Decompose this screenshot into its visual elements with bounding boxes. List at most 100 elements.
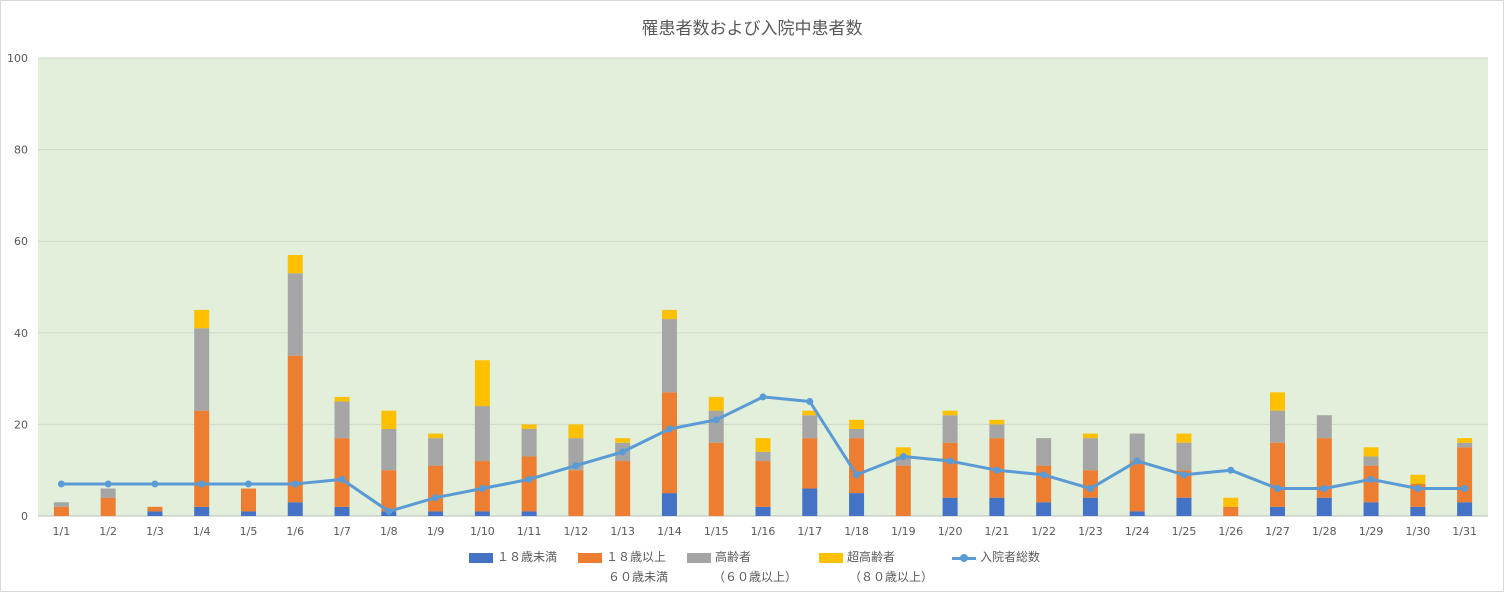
line-point-hospitalized bbox=[244, 480, 252, 488]
line-point-hospitalized bbox=[946, 457, 954, 465]
x-tick-label: 1/2 bbox=[99, 525, 117, 538]
bar-segment-series-2 bbox=[1223, 506, 1239, 516]
bar-segment-series-1 bbox=[755, 506, 771, 516]
bar-segment-series-1 bbox=[194, 506, 210, 516]
x-tick-label: 1/26 bbox=[1218, 525, 1243, 538]
line-point-hospitalized bbox=[1180, 471, 1188, 479]
bar-segment-series-3 bbox=[849, 428, 865, 439]
x-tick-label: 1/4 bbox=[193, 525, 211, 538]
bar-segment-series-3 bbox=[381, 428, 397, 471]
x-tick-label: 1/23 bbox=[1078, 525, 1103, 538]
bar-segment-series-1 bbox=[802, 488, 818, 516]
bar-segment-series-2 bbox=[334, 438, 350, 507]
bar-segment-series-2 bbox=[521, 456, 537, 512]
bar-segment-series-2 bbox=[708, 442, 724, 516]
line-point-hospitalized bbox=[151, 480, 159, 488]
bar-segment-series-3 bbox=[287, 273, 303, 356]
bar-segment-series-2 bbox=[615, 461, 631, 516]
x-tick-label: 1/20 bbox=[938, 525, 963, 538]
bar-segment-series-3 bbox=[334, 401, 350, 439]
bar-segment-series-4 bbox=[1082, 433, 1098, 439]
line-point-hospitalized bbox=[899, 452, 907, 460]
bar-segment-series-1 bbox=[661, 493, 677, 516]
x-tick-label: 1/25 bbox=[1172, 525, 1197, 538]
bar-segment-series-2 bbox=[802, 438, 818, 489]
bar-segment-series-3 bbox=[708, 410, 724, 443]
bar-segment-series-2 bbox=[849, 438, 865, 494]
line-point-hospitalized bbox=[525, 475, 533, 483]
y-tick-label: 0 bbox=[21, 510, 28, 523]
bar-segment-series-1 bbox=[989, 497, 1005, 516]
line-point-hospitalized bbox=[198, 480, 206, 488]
line-point-hospitalized bbox=[338, 475, 346, 483]
x-tick-label: 1/22 bbox=[1031, 525, 1056, 538]
legend-swatch-elderly bbox=[687, 552, 711, 563]
legend-item-elderly: 高齢者 （６０歳以上） bbox=[687, 548, 797, 584]
x-tick-label: 1/7 bbox=[333, 525, 351, 538]
line-point-hospitalized bbox=[385, 507, 393, 515]
x-tick-label: 1/9 bbox=[427, 525, 445, 538]
bar-segment-series-4 bbox=[802, 410, 818, 416]
bar-segment-series-3 bbox=[53, 502, 69, 507]
bar-segment-series-4 bbox=[381, 410, 397, 429]
legend-sublabel-super-elderly: （８０歳以上） bbox=[849, 570, 934, 584]
bar-segment-series-2 bbox=[895, 465, 911, 516]
bar-segment-series-2 bbox=[568, 470, 584, 516]
x-tick-label: 1/29 bbox=[1359, 525, 1384, 538]
line-point-hospitalized bbox=[478, 485, 486, 493]
line-point-hospitalized bbox=[104, 480, 112, 488]
bar-segment-series-3 bbox=[942, 415, 958, 443]
bar-segment-series-4 bbox=[194, 309, 210, 329]
bar-segment-series-1 bbox=[147, 511, 163, 516]
line-point-hospitalized bbox=[853, 471, 861, 479]
x-tick-label: 1/5 bbox=[240, 525, 258, 538]
legend-item-18to60: １８歳以上 ６０歳未満 bbox=[578, 548, 668, 584]
x-tick-label: 1/14 bbox=[657, 525, 682, 538]
bar-segment-series-2 bbox=[1316, 438, 1332, 498]
x-tick-label: 1/31 bbox=[1452, 525, 1477, 538]
bar-segment-series-1 bbox=[942, 497, 958, 516]
bar-segment-series-3 bbox=[1176, 442, 1192, 471]
bar-segment-series-4 bbox=[1363, 447, 1379, 457]
legend-sublabel-elderly: （６０歳以上） bbox=[713, 570, 798, 584]
bar-segment-series-2 bbox=[1457, 447, 1473, 503]
bar-segment-series-1 bbox=[1036, 502, 1052, 516]
bar-segment-series-4 bbox=[989, 419, 1005, 425]
bar-segment-series-3 bbox=[1129, 433, 1145, 462]
bar-segment-series-2 bbox=[755, 461, 771, 507]
bar-segment-series-3 bbox=[194, 328, 210, 411]
bar-segment-series-1 bbox=[1316, 497, 1332, 516]
x-tick-label: 1/28 bbox=[1312, 525, 1337, 538]
bar-segment-series-3 bbox=[661, 319, 677, 393]
bar-segment-series-2 bbox=[1082, 470, 1098, 498]
bar-segment-series-3 bbox=[1036, 438, 1052, 466]
line-point-hospitalized bbox=[432, 494, 440, 502]
bar-segment-series-2 bbox=[1036, 465, 1052, 503]
x-tick-label: 1/21 bbox=[985, 525, 1010, 538]
y-tick-label: 40 bbox=[14, 327, 28, 340]
x-tick-label: 1/16 bbox=[751, 525, 776, 538]
bar-segment-series-3 bbox=[100, 488, 116, 498]
bar-segment-series-4 bbox=[1270, 392, 1286, 411]
line-point-hospitalized bbox=[665, 425, 673, 433]
y-tick-label: 60 bbox=[14, 235, 28, 248]
line-point-hospitalized bbox=[1040, 471, 1048, 479]
x-tick-label: 1/8 bbox=[380, 525, 398, 538]
line-point-hospitalized bbox=[1461, 485, 1469, 493]
bar-segment-series-2 bbox=[287, 355, 303, 503]
bar-segment-series-1 bbox=[1129, 511, 1145, 516]
bar-segment-series-2 bbox=[147, 506, 163, 512]
bar-segment-series-1 bbox=[1082, 497, 1098, 516]
line-point-hospitalized bbox=[1133, 457, 1141, 465]
bar-segment-series-2 bbox=[1176, 470, 1192, 498]
line-point-hospitalized bbox=[712, 416, 720, 424]
bar-segment-series-4 bbox=[895, 447, 911, 457]
bar-segment-series-2 bbox=[194, 410, 210, 507]
line-point-hospitalized bbox=[291, 480, 299, 488]
bar-segment-series-3 bbox=[1363, 456, 1379, 466]
line-point-hospitalized bbox=[1414, 485, 1422, 493]
bar-segment-series-2 bbox=[240, 488, 256, 512]
line-point-hospitalized bbox=[993, 466, 1001, 474]
line-point-hospitalized bbox=[1227, 466, 1235, 474]
bar-segment-series-4 bbox=[1223, 497, 1239, 507]
